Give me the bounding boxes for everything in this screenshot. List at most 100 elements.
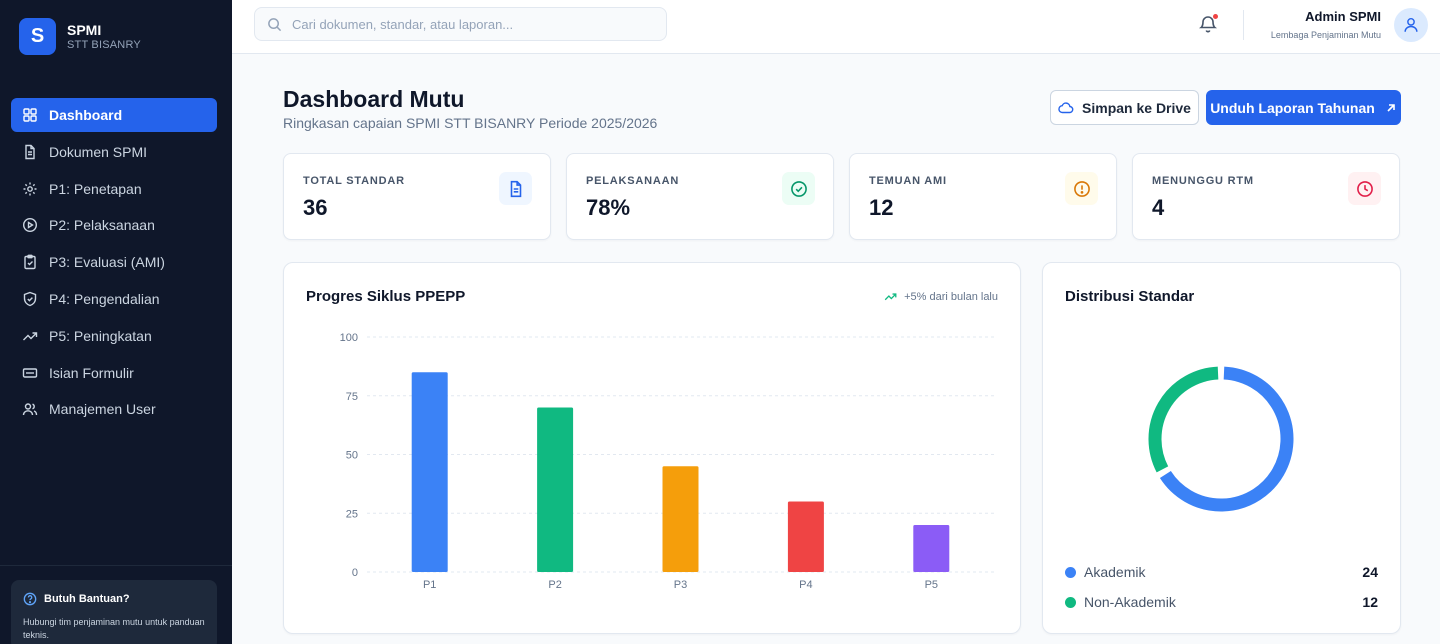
bar-p3[interactable] [662, 466, 699, 572]
sidebar-item-label: P1: Penetapan [49, 180, 142, 197]
legend-label: Akademik [1084, 564, 1146, 580]
bar-p2[interactable] [537, 407, 574, 573]
user-info[interactable]: Admin SPMI Lembaga Penjaminan Mutu [1271, 9, 1381, 42]
bar-p1[interactable] [411, 372, 448, 572]
x-tick-label: P4 [799, 579, 812, 591]
donut-slice-non-akademik[interactable] [1148, 366, 1219, 473]
sidebar-item-label: Dashboard [49, 107, 123, 123]
distribution-panel: Distribusi Standar Akademik 24 Non-Akademi… [1042, 262, 1401, 634]
arrow-up-right-icon [1387, 103, 1395, 112]
check-circle-icon [782, 172, 815, 205]
save-to-drive-label: Simpan ke Drive [1082, 99, 1191, 116]
distribution-panel-title: Distribusi Standar [1065, 288, 1195, 305]
sidebar-item-label: P5: Peningkatan [49, 327, 152, 344]
stat-card-pelaksanaan[interactable]: PELAKSANAAN 78% [566, 153, 834, 240]
help-icon [23, 592, 37, 606]
page-title: Dashboard Mutu [283, 86, 465, 112]
save-to-drive-button[interactable]: Simpan ke Drive [1050, 90, 1199, 125]
y-tick-label: 75 [346, 391, 358, 403]
bar-p5[interactable] [913, 525, 950, 572]
stat-card-temuan-ami[interactable]: TEMUAN AMI 12 [849, 153, 1117, 240]
progress-panel-title: Progres Siklus PPEPP [306, 288, 466, 305]
search-input[interactable] [292, 16, 652, 32]
brand[interactable]: S SPMI STT BISANRY [19, 18, 141, 55]
legend-dot [1065, 596, 1076, 608]
sidebar-item-pengendalian[interactable]: P4: Pengendalian [11, 282, 217, 316]
sidebar-item-label: Dokumen SPMI [49, 143, 148, 160]
help-text: Hubungi tim penjaminan mutu untuk pandua… [23, 617, 205, 640]
trend-indicator: +5% dari bulan lalu [884, 290, 998, 303]
users-icon [22, 401, 38, 417]
sidebar: S SPMI STT BISANRY Dashboard Dokumen SPM… [0, 0, 232, 644]
y-tick-label: 25 [346, 508, 358, 520]
form-icon [22, 365, 38, 381]
trend-text: +5% dari bulan lalu [904, 290, 998, 303]
dashboard-icon [22, 107, 38, 123]
notification-button[interactable] [1198, 14, 1220, 36]
sidebar-item-user[interactable]: Manajemen User [11, 392, 217, 426]
stat-card-menunggu-rtm[interactable]: MENUNGGU RTM 4 [1132, 153, 1400, 240]
help-title: Butuh Bantuan? [44, 593, 130, 605]
play-icon [22, 217, 38, 233]
stat-label: MENUNGGU RTM [1152, 175, 1254, 187]
brand-subtitle: STT BISANRY [67, 38, 141, 51]
sidebar-nav: Dashboard Dokumen SPMI P1: Penetapan P2:… [11, 98, 217, 429]
legend-item-akademik[interactable]: Akademik 24 [1065, 564, 1378, 580]
cloud-icon [1058, 101, 1074, 113]
donut-chart [1148, 366, 1294, 512]
stat-value: 78% [586, 195, 631, 220]
gear-icon [22, 181, 38, 197]
stat-label: PELAKSANAAN [586, 175, 680, 187]
sidebar-item-label: Isian Formulir [49, 364, 134, 381]
sidebar-item-penetapan[interactable]: P1: Penetapan [11, 172, 217, 206]
stat-card-total-standar[interactable]: TOTAL STANDAR 36 [283, 153, 551, 240]
notification-dot [1213, 14, 1218, 19]
download-report-label: Unduh Laporan Tahunan [1210, 99, 1375, 116]
topbar: Admin SPMI Lembaga Penjaminan Mutu [232, 0, 1440, 54]
sidebar-item-label: Manajemen User [49, 401, 156, 418]
help-card[interactable]: Butuh Bantuan? Hubungi tim penjaminan mu… [11, 580, 217, 644]
brand-title: SPMI [67, 21, 102, 38]
trend-up-icon [884, 293, 897, 301]
x-tick-label: P3 [674, 579, 687, 591]
user-role: Lembaga Penjaminan Mutu [1270, 30, 1381, 40]
document-icon [499, 172, 532, 205]
download-report-button[interactable]: Unduh Laporan Tahunan [1206, 90, 1401, 125]
page-subtitle: Ringkasan capaian SPMI STT BISANRY Perio… [283, 115, 658, 131]
sidebar-item-label: P4: Pengendalian [49, 290, 160, 307]
bar-chart: 0 25 50 75 100 P1 P2 P3 P4 P5 [340, 332, 994, 591]
legend-value: 24 [1362, 564, 1378, 580]
sidebar-item-formulir[interactable]: Isian Formulir [11, 356, 217, 390]
sidebar-item-label: P3: Evaluasi (AMI) [49, 254, 165, 271]
x-tick-label: P5 [925, 579, 938, 591]
search-box[interactable] [254, 7, 667, 41]
donut-slice-akademik[interactable] [1159, 366, 1294, 512]
stat-label: TOTAL STANDAR [303, 175, 405, 187]
alert-circle-icon [1065, 172, 1098, 205]
brand-logo: S [19, 18, 56, 55]
stat-value: 4 [1152, 195, 1165, 220]
legend-dot [1065, 566, 1076, 578]
search-icon [268, 17, 282, 31]
y-tick-label: 0 [352, 567, 358, 579]
clock-icon [1348, 172, 1381, 205]
sidebar-item-dokumen[interactable]: Dokumen SPMI [11, 135, 217, 169]
sidebar-item-evaluasi[interactable]: P3: Evaluasi (AMI) [11, 245, 217, 279]
user-name: Admin SPMI [1305, 9, 1381, 24]
sidebar-item-peningkatan[interactable]: P5: Peningkatan [11, 319, 217, 353]
sidebar-item-label: P2: Pelaksanaan [49, 217, 155, 234]
file-icon [22, 144, 38, 160]
sidebar-item-dashboard[interactable]: Dashboard [11, 98, 217, 132]
stat-value: 12 [869, 195, 894, 220]
stat-label: TEMUAN AMI [869, 175, 947, 187]
avatar[interactable] [1394, 8, 1428, 42]
topbar-divider [1243, 10, 1244, 40]
legend-item-non-akademik[interactable]: Non-Akademik 12 [1065, 594, 1378, 610]
x-tick-label: P2 [548, 579, 561, 591]
sidebar-divider [0, 565, 232, 566]
user-icon [1404, 17, 1418, 32]
bar-p4[interactable] [787, 501, 824, 573]
sidebar-item-pelaksanaan[interactable]: P2: Pelaksanaan [11, 208, 217, 242]
clipboard-icon [22, 254, 38, 270]
bell-icon [1198, 16, 1218, 33]
